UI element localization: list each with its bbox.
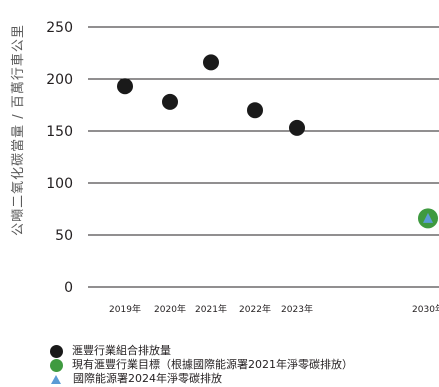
portfolio-point [247, 102, 263, 119]
x-tick-label: 2020年 [154, 303, 186, 315]
legend-item-iea: 國際能源署2024年淨零碳排放 [50, 372, 353, 386]
iea-point [423, 212, 433, 223]
x-tick-label: 2021年 [195, 303, 227, 315]
y-tick-label: 150 [46, 124, 73, 140]
y-tick-label: 250 [46, 20, 73, 36]
x-tick-label: 2023年 [281, 303, 313, 315]
legend-item-portfolio: 滙豐行業組合排放量 [50, 344, 353, 358]
y-tick-label: 100 [46, 176, 73, 192]
legend-swatch-green-circle [50, 358, 63, 372]
x-axis-ticks: 2019年 2020年 2021年 2022年 2023年 2030年 [109, 303, 439, 315]
portfolio-point [162, 93, 178, 110]
legend-label: 滙豐行業組合排放量 [72, 344, 171, 357]
portfolio-point [289, 119, 305, 136]
y-tick-label: 0 [64, 280, 73, 296]
y-tick-label: 50 [55, 228, 73, 244]
data-points [117, 54, 438, 229]
legend-swatch-black-circle [50, 344, 63, 358]
y-tick-label: 200 [46, 72, 73, 88]
portfolio-point [203, 54, 219, 71]
y-axis-ticks: 0 50 100 150 200 250 [46, 20, 73, 296]
legend-item-target: 現有滙豐行業目標（根據國際能源署2021年淨零碳排放） [50, 358, 353, 372]
x-tick-label: 2019年 [109, 303, 141, 315]
x-tick-label: 2022年 [239, 303, 271, 315]
legend-swatch-blue-triangle-icon [51, 374, 61, 384]
y-axis-label: 公噸二氧化碳當量 / 百萬行車公里 [11, 24, 26, 236]
gridlines [88, 26, 439, 288]
legend-label: 現有滙豐行業目標（根據國際能源署2021年淨零碳排放） [72, 358, 353, 371]
chart: 0 50 100 150 200 250 2019年 2020年 2021年 2022年 2023… [11, 20, 439, 315]
legend-label: 國際能源署2024年淨零碳排放 [73, 372, 222, 385]
portfolio-point [117, 78, 133, 95]
x-tick-label: 2030年 [412, 303, 439, 315]
legend: 滙豐行業組合排放量 現有滙豐行業目標（根據國際能源署2021年淨零碳排放） 國際… [50, 344, 353, 386]
